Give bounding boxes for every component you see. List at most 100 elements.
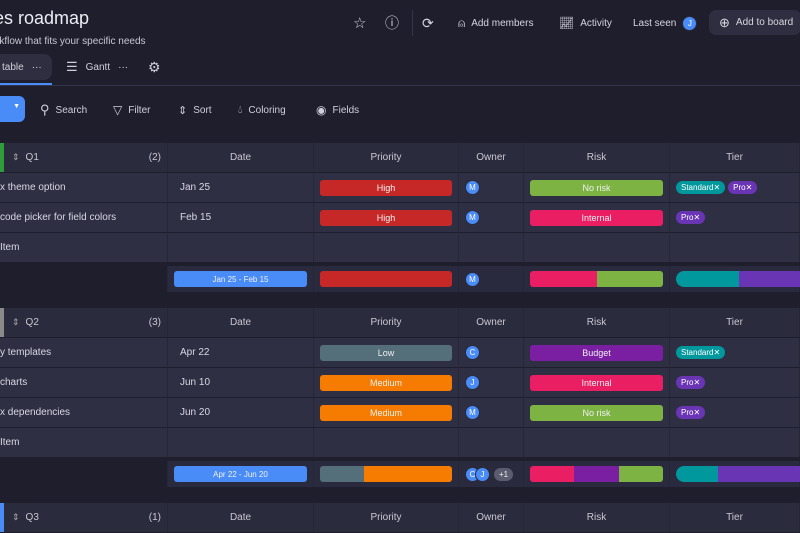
date-cell[interactable]: Apr 22 (168, 338, 314, 367)
owner-cell[interactable]: J (459, 368, 524, 397)
add-item-row[interactable]: Item (0, 428, 800, 457)
owner-cell[interactable]: M (459, 173, 524, 202)
priority-label[interactable]: High (320, 180, 452, 196)
owner-avatar[interactable]: M (465, 180, 480, 195)
column-header-owner[interactable]: Owner (459, 308, 524, 337)
tier-tag[interactable]: Pro ✕ (728, 181, 758, 194)
filter-button[interactable]: ▽ Filter (113, 100, 150, 120)
column-header-tier[interactable]: Tier (670, 503, 800, 532)
add-to-board-button[interactable]: ⊕ Add to board (709, 10, 800, 35)
risk-cell[interactable]: Internal (524, 368, 670, 397)
add-item-label[interactable]: Item (0, 437, 20, 448)
date-cell[interactable]: Jan 25 (168, 173, 314, 202)
drag-handle-icon[interactable]: ⇕ (12, 317, 20, 327)
tier-tag[interactable]: Pro ✕ (676, 376, 706, 389)
risk-label[interactable]: No risk (530, 180, 663, 196)
owner-avatar[interactable]: J (475, 466, 490, 482)
remove-x-icon[interactable]: ✕ (693, 408, 701, 417)
search-button[interactable]: ⚲ Search (40, 100, 87, 120)
tab-gantt[interactable]: ☰ Gantt ··· (66, 54, 128, 80)
name-cell[interactable]: code picker for field colors (0, 203, 168, 232)
risk-cell[interactable]: No risk (524, 173, 670, 202)
date-cell[interactable]: Feb 15 (168, 203, 314, 232)
name-cell[interactable]: Item (0, 233, 168, 262)
risk-cell[interactable] (524, 233, 670, 262)
more-owners-badge[interactable]: +1 (494, 467, 514, 481)
summary-empty[interactable] (0, 266, 168, 292)
summary-tier[interactable] (670, 266, 800, 292)
column-header-priority[interactable]: Priority (314, 503, 459, 532)
column-header-risk[interactable]: Risk (524, 143, 670, 172)
remove-x-icon[interactable]: ✕ (713, 183, 721, 192)
tier-tag[interactable]: Pro ✕ (676, 211, 706, 224)
risk-label[interactable]: No risk (530, 405, 663, 421)
group-name-cell[interactable]: ⇕ Q1 (2) (0, 143, 168, 172)
owner-avatar[interactable]: M (465, 210, 480, 225)
date-cell[interactable] (168, 428, 314, 457)
priority-cell[interactable]: Low (314, 338, 459, 367)
remove-x-icon[interactable]: ✕ (693, 213, 701, 222)
group-name-cell[interactable]: ⇕ Q2 (3) (0, 308, 168, 337)
tier-cell[interactable]: Standard ✕ (670, 338, 800, 367)
column-header-owner[interactable]: Owner (459, 143, 524, 172)
date-cell[interactable]: Jun 10 (168, 368, 314, 397)
summary-date[interactable]: Jan 25 - Feb 15 (168, 266, 314, 292)
column-header-date[interactable]: Date (168, 143, 314, 172)
priority-cell[interactable] (314, 428, 459, 457)
summary-owner[interactable]: M (459, 266, 524, 292)
priority-label[interactable]: Medium (320, 375, 452, 391)
remove-x-icon[interactable]: ✕ (745, 183, 753, 192)
owner-cell[interactable] (459, 233, 524, 262)
column-header-risk[interactable]: Risk (524, 308, 670, 337)
tier-cell[interactable]: Pro ✕ (670, 398, 800, 427)
tab-more-icon[interactable]: ··· (31, 61, 42, 73)
summary-priority[interactable] (314, 461, 459, 487)
risk-cell[interactable]: No risk (524, 398, 670, 427)
table-row[interactable]: code picker for field colors Feb 15 High M I… (0, 203, 800, 232)
owner-avatar[interactable]: M (465, 271, 480, 287)
summary-tier[interactable] (670, 461, 800, 487)
summary-date[interactable]: Apr 22 - Jun 20 (168, 461, 314, 487)
last-seen[interactable]: Last seen J (633, 12, 698, 34)
info-icon[interactable]: ⓘ (385, 15, 399, 31)
add-item-row[interactable]: Item (0, 233, 800, 262)
risk-label[interactable]: Internal (530, 375, 663, 391)
risk-label[interactable]: Budget (530, 345, 663, 361)
column-header-priority[interactable]: Priority (314, 308, 459, 337)
owner-avatar[interactable]: J (465, 375, 480, 390)
name-cell[interactable]: y templates (0, 338, 168, 367)
owner-cell[interactable] (459, 428, 524, 457)
priority-cell[interactable] (314, 233, 459, 262)
risk-cell[interactable]: Internal (524, 203, 670, 232)
column-header-risk[interactable]: Risk (524, 503, 670, 532)
star-icon[interactable]: ☆ (353, 15, 367, 32)
owner-avatar[interactable]: M (465, 405, 480, 420)
owner-avatar[interactable]: C (465, 345, 480, 360)
name-cell[interactable]: x theme option (0, 173, 168, 202)
date-cell[interactable]: Jun 20 (168, 398, 314, 427)
tier-cell[interactable] (670, 428, 800, 457)
risk-label[interactable]: Internal (530, 210, 663, 226)
fields-button[interactable]: ◉ Fields (316, 100, 359, 120)
table-row[interactable]: x dependencies Jun 20 Medium M No risk Pro ✕ (0, 398, 800, 427)
column-header-owner[interactable]: Owner (459, 503, 524, 532)
add-members-button[interactable]: ⍝ Add members (458, 12, 533, 34)
activity-button[interactable]: 📈︎ Activity (559, 12, 612, 34)
table-row[interactable]: charts Jun 10 Medium J Internal Pro ✕ (0, 368, 800, 397)
settings-gear-icon[interactable]: ⚙ (148, 58, 161, 75)
priority-cell[interactable]: Medium (314, 368, 459, 397)
add-item-label[interactable]: Item (0, 242, 20, 253)
tier-tag[interactable]: Pro ✕ (676, 406, 706, 419)
name-cell[interactable]: charts (0, 368, 168, 397)
name-cell[interactable]: Item (0, 428, 168, 457)
date-cell[interactable] (168, 233, 314, 262)
summary-owner[interactable]: C J +1 (459, 461, 524, 487)
sort-button[interactable]: ⇕ Sort (178, 100, 212, 120)
remove-x-icon[interactable]: ✕ (713, 348, 721, 357)
tier-cell[interactable]: Pro ✕ (670, 203, 800, 232)
priority-label[interactable]: High (320, 210, 452, 226)
name-cell[interactable]: x dependencies (0, 398, 168, 427)
owner-cell[interactable]: C (459, 338, 524, 367)
priority-cell[interactable]: Medium (314, 398, 459, 427)
tier-tag[interactable]: Standard ✕ (676, 346, 726, 359)
